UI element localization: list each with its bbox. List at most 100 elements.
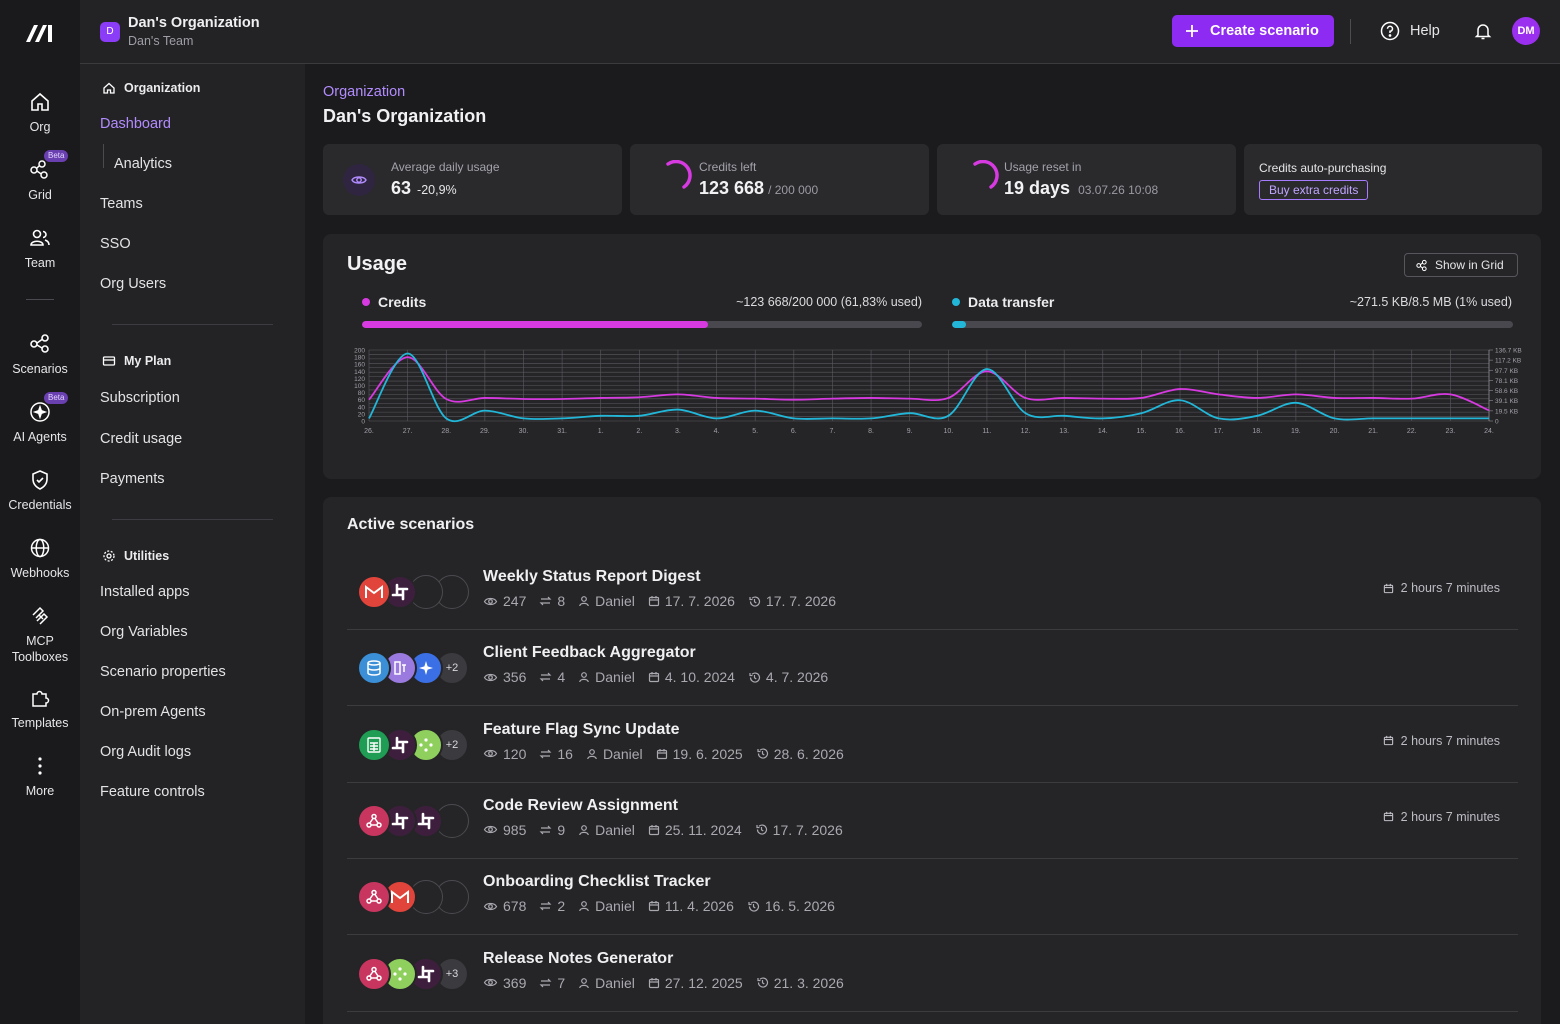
- user-icon: [578, 671, 590, 683]
- nav-item-feature-controls[interactable]: Feature controls: [100, 784, 205, 800]
- scenario-meta: 985 9 Daniel 25. 11. 2024 17. 7. 2026: [483, 822, 856, 838]
- schedule-calendar-icon: [1383, 735, 1394, 746]
- user-avatar[interactable]: DM: [1512, 17, 1540, 45]
- rail-item-credentials[interactable]: Credentials: [0, 468, 80, 513]
- active-scenarios-panel: Active scenarios Weekly Status Report Di…: [323, 497, 1541, 1024]
- nav-item-org-users[interactable]: Org Users: [100, 276, 167, 292]
- scenario-modules-value: 9: [557, 821, 566, 838]
- rail-item-more[interactable]: More: [0, 754, 80, 799]
- scenario-modules: 2: [539, 898, 565, 914]
- schedule-value: 2 hours 7 minutes: [1400, 581, 1500, 595]
- rail-item-grid[interactable]: Beta Grid: [0, 150, 80, 203]
- scenario-meta: 120 16 Daniel 19. 6. 2025 28. 6. 2026: [483, 746, 857, 762]
- nav-item-org-variables[interactable]: Org Variables: [100, 624, 188, 640]
- schedule-calendar-icon: [1383, 811, 1394, 822]
- scenario-name[interactable]: Onboarding Checklist Tracker: [483, 873, 711, 891]
- scenario-modules-value: 8: [557, 593, 566, 609]
- scenario-updated-date: 17. 7. 2026: [748, 593, 836, 609]
- scenario-created-date-value: 4. 10. 2024: [664, 669, 735, 686]
- scenario-name[interactable]: Code Review Assignment: [483, 796, 679, 814]
- rail-item-scenarios[interactable]: Scenarios: [0, 332, 80, 377]
- rail-divider: [26, 299, 54, 300]
- scenario-updated-date-value: 4. 7. 2026: [765, 669, 829, 686]
- stat-card-credits-left: Credits left 123 668/ 200 000: [630, 144, 929, 215]
- top-header: D Dan's Organization Dan's Team Create s…: [80, 0, 1560, 64]
- scenario-row[interactable]: +2 Client Feedback Aggregator 356 4 Daniel 4.…: [347, 630, 1518, 707]
- avg-daily-usage-value: 63: [391, 178, 412, 198]
- y-right-tick-label: 117.2 KB: [1495, 358, 1521, 365]
- nav-item-teams[interactable]: Teams: [100, 196, 143, 212]
- primary-sidebar: Org Beta Grid Team Scenarios Beta AI Age…: [0, 0, 80, 1024]
- help-icon: [1380, 21, 1400, 41]
- breadcrumb[interactable]: Organization: [323, 84, 406, 100]
- scenario-owner-value: Daniel: [595, 974, 635, 991]
- nav-item-payments[interactable]: Payments: [100, 471, 165, 487]
- modules-arrows-icon: [539, 824, 552, 836]
- scenario-meta: 356 4 Daniel 4. 10. 2024 4. 7. 2026: [483, 669, 841, 685]
- y-right-tick-label: 136.7 KB: [1495, 348, 1522, 355]
- rail-label: Team: [24, 256, 56, 270]
- org-name[interactable]: Dan's Organization: [128, 15, 260, 31]
- home-icon: [103, 82, 115, 94]
- scenario-row[interactable]: +2 Feature Flag Sync Update 120 16 Daniel 19.…: [347, 707, 1518, 783]
- nav-item-org-audit-logs[interactable]: Org Audit logs: [100, 744, 192, 760]
- rail-item-org[interactable]: Org: [0, 90, 80, 135]
- scenario-app-icons: [357, 803, 477, 838]
- y-left-tick-label: 160: [354, 362, 365, 369]
- scenario-name[interactable]: Feature Flag Sync Update: [483, 720, 680, 738]
- nav-item-sso[interactable]: SSO: [100, 236, 131, 252]
- y-right-tick-label: 39.1 KB: [1495, 398, 1518, 405]
- x-tick-label: 31.: [557, 428, 567, 435]
- nav-item-on-prem-agents[interactable]: On-prem Agents: [100, 704, 206, 720]
- x-tick-label: 6.: [791, 428, 797, 435]
- x-tick-label: 13.: [1059, 428, 1069, 435]
- nav-item-installed-apps[interactable]: Installed apps: [100, 584, 190, 600]
- operations-icon: [483, 747, 498, 760]
- scenario-row[interactable]: Weekly Status Report Digest 247 8 Daniel 17.…: [347, 554, 1518, 630]
- nav-item-analytics[interactable]: Analytics: [114, 156, 173, 172]
- nav-item-subscription[interactable]: Subscription: [100, 390, 180, 406]
- scenario-row[interactable]: Code Review Assignment 985 9 Daniel 25. 11. …: [347, 783, 1518, 859]
- buy-extra-credits-button[interactable]: Buy extra credits: [1259, 180, 1369, 200]
- more-icon: [28, 754, 52, 778]
- scenario-updated-date: 28. 6. 2026: [756, 746, 844, 762]
- rail-item-ai-agents[interactable]: Beta AI Agents: [0, 392, 80, 445]
- operations-icon: [483, 976, 498, 989]
- scenario-name[interactable]: Release Notes Generator: [483, 949, 674, 967]
- avg-change: -20,9%: [417, 183, 457, 197]
- scenario-row[interactable]: Onboarding Checklist Tracker 678 2 Daniel 11…: [347, 859, 1518, 936]
- scenario-schedule: 2 hours 7 minutes: [1383, 734, 1500, 748]
- reset-progress-arc-icon: [967, 160, 999, 192]
- scenario-created-date: 25. 11. 2024: [648, 822, 742, 838]
- org-badge[interactable]: D: [100, 22, 120, 42]
- team-name[interactable]: Dan's Team: [128, 34, 194, 48]
- help-button[interactable]: Help: [1380, 21, 1440, 41]
- nav-item-credit-usage[interactable]: Credit usage: [100, 431, 183, 447]
- user-icon: [578, 977, 590, 989]
- scenario-name[interactable]: Client Feedback Aggregator: [483, 644, 696, 662]
- scenario-created-date: 11. 4. 2026: [648, 898, 734, 914]
- user-icon: [578, 900, 590, 912]
- create-scenario-button[interactable]: Create scenario: [1172, 15, 1334, 47]
- stat-value: 19 days 03.07.26 10:08: [1004, 178, 1158, 199]
- scenario-name[interactable]: Weekly Status Report Digest: [483, 568, 701, 585]
- rail-item-templates[interactable]: Templates: [0, 686, 80, 731]
- notifications-bell-icon[interactable]: [1473, 21, 1493, 41]
- reset-date: 03.07.26 10:08: [1078, 183, 1159, 197]
- transfer-dot: [952, 298, 960, 306]
- stat-value: 123 668/ 200 000: [699, 178, 818, 199]
- rail-item-webhooks[interactable]: Webhooks: [0, 536, 80, 581]
- scenario-owner: Daniel: [586, 746, 643, 762]
- scenario-modules: 8: [539, 593, 565, 609]
- nav-item-scenario-properties[interactable]: Scenario properties: [100, 664, 226, 680]
- nav-item-dashboard[interactable]: Dashboard: [100, 116, 171, 132]
- plus-icon: [1186, 25, 1198, 37]
- scenario-row[interactable]: +3 Release Notes Generator 369 7 Daniel 27. 1…: [347, 936, 1518, 1012]
- show-in-grid-button[interactable]: Show in Grid: [1404, 253, 1518, 277]
- make-logo[interactable]: [24, 22, 56, 44]
- rail-item-mcp-toolboxes[interactable]: MCP Toolboxes: [0, 604, 80, 665]
- scenario-owner-value: Daniel: [595, 593, 635, 609]
- scenario-created-date-value: 27. 12. 2025: [664, 974, 743, 991]
- rail-item-team[interactable]: Team: [0, 226, 80, 271]
- scenario-updated-date-value: 16. 5. 2026: [764, 898, 835, 915]
